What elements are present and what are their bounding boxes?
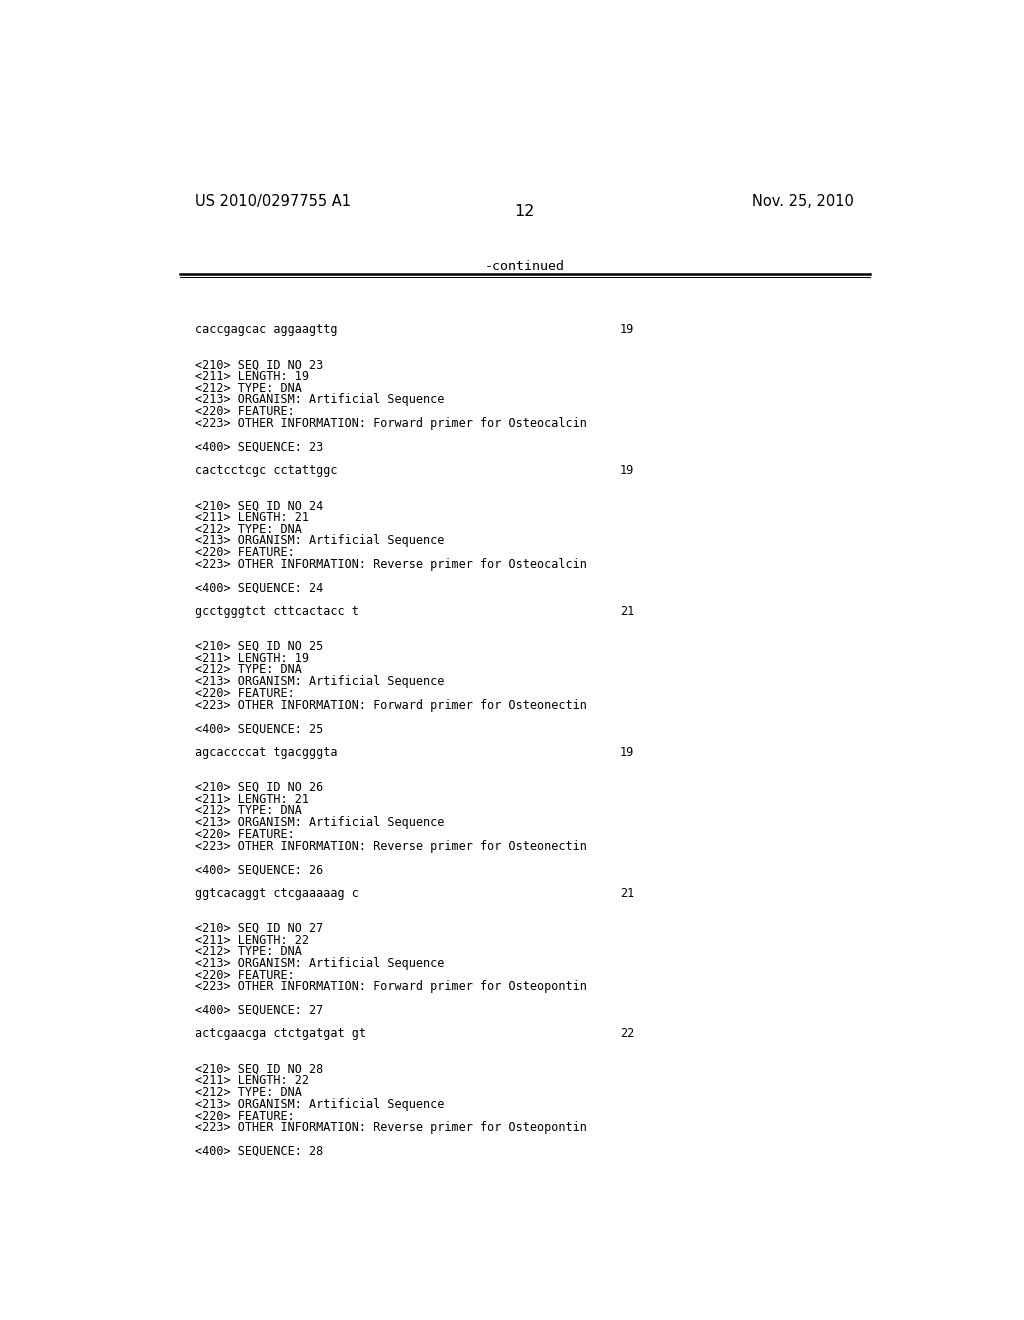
Text: 12: 12 (515, 205, 535, 219)
Text: <210> SEQ ID NO 27: <210> SEQ ID NO 27 (196, 921, 324, 935)
Text: <223> OTHER INFORMATION: Reverse primer for Osteocalcin: <223> OTHER INFORMATION: Reverse primer … (196, 558, 588, 570)
Text: US 2010/0297755 A1: US 2010/0297755 A1 (196, 194, 351, 209)
Text: <210> SEQ ID NO 24: <210> SEQ ID NO 24 (196, 499, 324, 512)
Text: <213> ORGANISM: Artificial Sequence: <213> ORGANISM: Artificial Sequence (196, 393, 444, 407)
Text: <223> OTHER INFORMATION: Forward primer for Osteocalcin: <223> OTHER INFORMATION: Forward primer … (196, 417, 588, 430)
Text: <213> ORGANISM: Artificial Sequence: <213> ORGANISM: Artificial Sequence (196, 1098, 444, 1111)
Text: <211> LENGTH: 19: <211> LENGTH: 19 (196, 652, 309, 665)
Text: <211> LENGTH: 22: <211> LENGTH: 22 (196, 933, 309, 946)
Text: <400> SEQUENCE: 28: <400> SEQUENCE: 28 (196, 1144, 324, 1158)
Text: <220> FEATURE:: <220> FEATURE: (196, 405, 295, 418)
Text: <211> LENGTH: 21: <211> LENGTH: 21 (196, 792, 309, 805)
Text: <210> SEQ ID NO 26: <210> SEQ ID NO 26 (196, 781, 324, 793)
Text: <223> OTHER INFORMATION: Reverse primer for Osteopontin: <223> OTHER INFORMATION: Reverse primer … (196, 1121, 588, 1134)
Text: caccgagcac aggaagttg: caccgagcac aggaagttg (196, 323, 338, 337)
Text: Nov. 25, 2010: Nov. 25, 2010 (753, 194, 854, 209)
Text: <223> OTHER INFORMATION: Reverse primer for Osteonectin: <223> OTHER INFORMATION: Reverse primer … (196, 840, 588, 853)
Text: <211> LENGTH: 21: <211> LENGTH: 21 (196, 511, 309, 524)
Text: <212> TYPE: DNA: <212> TYPE: DNA (196, 945, 302, 958)
Text: <223> OTHER INFORMATION: Forward primer for Osteonectin: <223> OTHER INFORMATION: Forward primer … (196, 698, 588, 711)
Text: <212> TYPE: DNA: <212> TYPE: DNA (196, 664, 302, 676)
Text: <210> SEQ ID NO 25: <210> SEQ ID NO 25 (196, 640, 324, 653)
Text: ggtcacaggt ctcgaaaaag c: ggtcacaggt ctcgaaaaag c (196, 887, 359, 899)
Text: <220> FEATURE:: <220> FEATURE: (196, 969, 295, 982)
Text: 19: 19 (620, 746, 634, 759)
Text: <213> ORGANISM: Artificial Sequence: <213> ORGANISM: Artificial Sequence (196, 676, 444, 688)
Text: <212> TYPE: DNA: <212> TYPE: DNA (196, 381, 302, 395)
Text: <220> FEATURE:: <220> FEATURE: (196, 546, 295, 560)
Text: <400> SEQUENCE: 23: <400> SEQUENCE: 23 (196, 441, 324, 454)
Text: <212> TYPE: DNA: <212> TYPE: DNA (196, 804, 302, 817)
Text: <400> SEQUENCE: 25: <400> SEQUENCE: 25 (196, 722, 324, 735)
Text: <213> ORGANISM: Artificial Sequence: <213> ORGANISM: Artificial Sequence (196, 535, 444, 548)
Text: 21: 21 (620, 887, 634, 899)
Text: <220> FEATURE:: <220> FEATURE: (196, 828, 295, 841)
Text: agcaccccat tgacgggta: agcaccccat tgacgggta (196, 746, 338, 759)
Text: <212> TYPE: DNA: <212> TYPE: DNA (196, 1086, 302, 1100)
Text: <211> LENGTH: 19: <211> LENGTH: 19 (196, 370, 309, 383)
Text: <210> SEQ ID NO 23: <210> SEQ ID NO 23 (196, 358, 324, 371)
Text: actcgaacga ctctgatgat gt: actcgaacga ctctgatgat gt (196, 1027, 367, 1040)
Text: gcctgggtct cttcactacc t: gcctgggtct cttcactacc t (196, 605, 359, 618)
Text: <212> TYPE: DNA: <212> TYPE: DNA (196, 523, 302, 536)
Text: <400> SEQUENCE: 26: <400> SEQUENCE: 26 (196, 863, 324, 876)
Text: -continued: -continued (484, 260, 565, 273)
Text: <220> FEATURE:: <220> FEATURE: (196, 686, 295, 700)
Text: <211> LENGTH: 22: <211> LENGTH: 22 (196, 1074, 309, 1088)
Text: 19: 19 (620, 463, 634, 477)
Text: 22: 22 (620, 1027, 634, 1040)
Text: <213> ORGANISM: Artificial Sequence: <213> ORGANISM: Artificial Sequence (196, 957, 444, 970)
Text: <400> SEQUENCE: 24: <400> SEQUENCE: 24 (196, 581, 324, 594)
Text: 21: 21 (620, 605, 634, 618)
Text: <210> SEQ ID NO 28: <210> SEQ ID NO 28 (196, 1063, 324, 1076)
Text: cactcctcgc cctattggc: cactcctcgc cctattggc (196, 463, 338, 477)
Text: <220> FEATURE:: <220> FEATURE: (196, 1110, 295, 1122)
Text: 19: 19 (620, 323, 634, 337)
Text: <400> SEQUENCE: 27: <400> SEQUENCE: 27 (196, 1005, 324, 1016)
Text: <223> OTHER INFORMATION: Forward primer for Osteopontin: <223> OTHER INFORMATION: Forward primer … (196, 981, 588, 994)
Text: <213> ORGANISM: Artificial Sequence: <213> ORGANISM: Artificial Sequence (196, 816, 444, 829)
